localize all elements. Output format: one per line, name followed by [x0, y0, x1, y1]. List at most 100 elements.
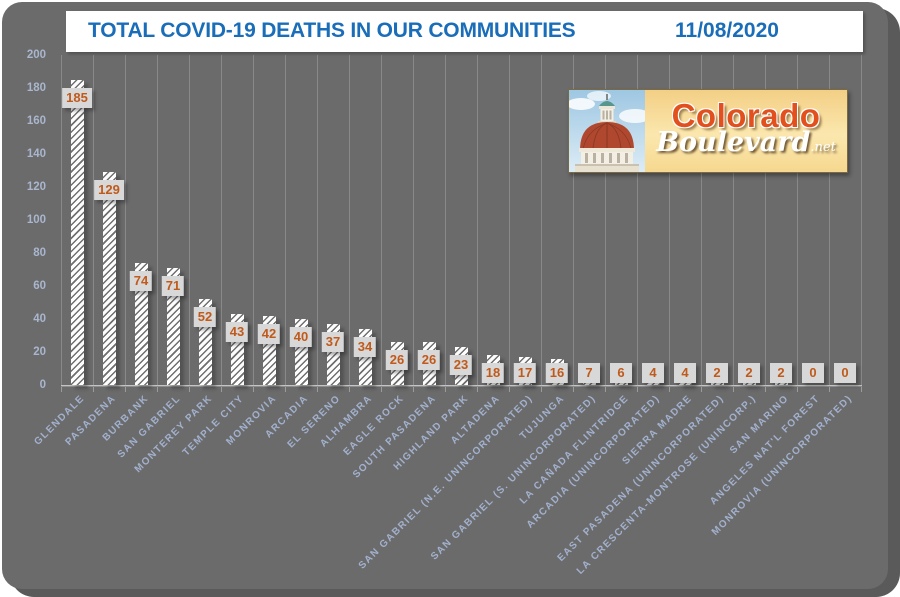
gridline [157, 55, 158, 385]
gridline [253, 55, 254, 385]
value-label: 2 [738, 363, 760, 383]
axis-tick [829, 387, 830, 392]
gridline [733, 55, 734, 385]
x-axis-line [61, 385, 862, 387]
logo-net-suffix: .net [810, 139, 836, 155]
colorado-boulevard-logo: Colorado Boulevard.net [567, 89, 848, 173]
value-label: 2 [770, 363, 792, 383]
gridline [381, 55, 382, 385]
bar [102, 172, 116, 385]
pasadena-city-hall-photo [567, 90, 651, 172]
y-axis-tick-label: 180 [26, 82, 46, 94]
gridline [445, 55, 446, 385]
y-axis-tick-label: 0 [39, 379, 46, 391]
axis-tick [189, 387, 190, 392]
value-label: 0 [834, 363, 856, 383]
value-label: 26 [417, 350, 441, 371]
chart-date: 11/08/2020 [675, 19, 779, 42]
value-label: 129 [94, 180, 124, 201]
logo-colorado-text: Colorado [671, 96, 821, 134]
axis-tick [541, 387, 542, 392]
axis-tick [573, 387, 574, 392]
logo-wordmark: Colorado Boulevard.net [645, 90, 847, 172]
value-label: 71 [161, 275, 185, 296]
value-label: 26 [385, 350, 409, 371]
axis-tick [381, 387, 382, 392]
y-axis-tick-label: 100 [26, 214, 46, 226]
gridline [861, 55, 862, 385]
value-label: 4 [674, 363, 696, 383]
value-label: 2 [706, 363, 728, 383]
axis-tick [413, 387, 414, 392]
axis-tick [157, 387, 158, 392]
bar [710, 381, 724, 385]
gridline [285, 55, 286, 385]
value-label: 18 [481, 363, 505, 383]
value-label: 37 [321, 331, 345, 352]
gridline [509, 55, 510, 385]
bar [70, 79, 84, 385]
axis-tick [797, 387, 798, 392]
gridline [573, 55, 574, 385]
gridline [829, 55, 830, 385]
axis-tick [125, 387, 126, 392]
logo-boulevard-text: Boulevard.net [656, 126, 836, 158]
axis-tick [637, 387, 638, 392]
axis-tick [317, 387, 318, 392]
value-label: 17 [513, 363, 537, 383]
axis-tick [733, 387, 734, 392]
gridline [477, 55, 478, 385]
axis-tick [93, 387, 94, 392]
bar [166, 267, 180, 385]
value-label: 74 [129, 270, 153, 291]
bar [742, 381, 756, 385]
axis-tick [349, 387, 350, 392]
axis-tick [765, 387, 766, 392]
axis-tick [477, 387, 478, 392]
gridline [605, 55, 606, 385]
gridline [125, 55, 126, 385]
gridline [413, 55, 414, 385]
value-label: 6 [610, 363, 632, 383]
gridline [221, 55, 222, 385]
gridline [189, 55, 190, 385]
value-label: 42 [257, 323, 281, 344]
gridline [349, 55, 350, 385]
value-label: 0 [802, 363, 824, 383]
axis-tick [669, 387, 670, 392]
value-label: 40 [289, 327, 313, 347]
axis-tick [253, 387, 254, 392]
y-axis-tick-label: 200 [26, 49, 46, 61]
y-axis-tick-label: 20 [33, 346, 46, 358]
axis-tick [285, 387, 286, 392]
value-label: 52 [193, 307, 217, 328]
chart-title-banner: TOTAL COVID-19 DEATHS IN OUR COMMUNITIES… [66, 11, 863, 52]
y-axis-tick-label: 160 [26, 115, 46, 127]
value-label: 185 [62, 87, 92, 108]
value-label: 23 [449, 355, 473, 376]
y-axis-tick-label: 40 [33, 313, 46, 325]
axis-tick [221, 387, 222, 392]
chart-title: TOTAL COVID-19 DEATHS IN OUR COMMUNITIES [88, 19, 576, 42]
bar [774, 381, 788, 385]
y-axis-tick-label: 80 [33, 247, 46, 259]
axis-tick [445, 387, 446, 392]
gridline [61, 55, 62, 385]
gridline [765, 55, 766, 385]
value-label: 34 [353, 336, 377, 357]
value-label: 43 [225, 322, 249, 343]
gridline [317, 55, 318, 385]
bar [134, 262, 148, 385]
gridline [637, 55, 638, 385]
value-label: 4 [642, 363, 664, 383]
axis-tick [61, 387, 62, 392]
gridline [701, 55, 702, 385]
axis-tick [701, 387, 702, 392]
gridline [669, 55, 670, 385]
y-axis-tick-label: 60 [33, 280, 46, 292]
axis-tick [861, 387, 862, 392]
value-label: 16 [545, 363, 569, 383]
gridline [797, 55, 798, 385]
y-axis-tick-label: 140 [26, 148, 46, 160]
